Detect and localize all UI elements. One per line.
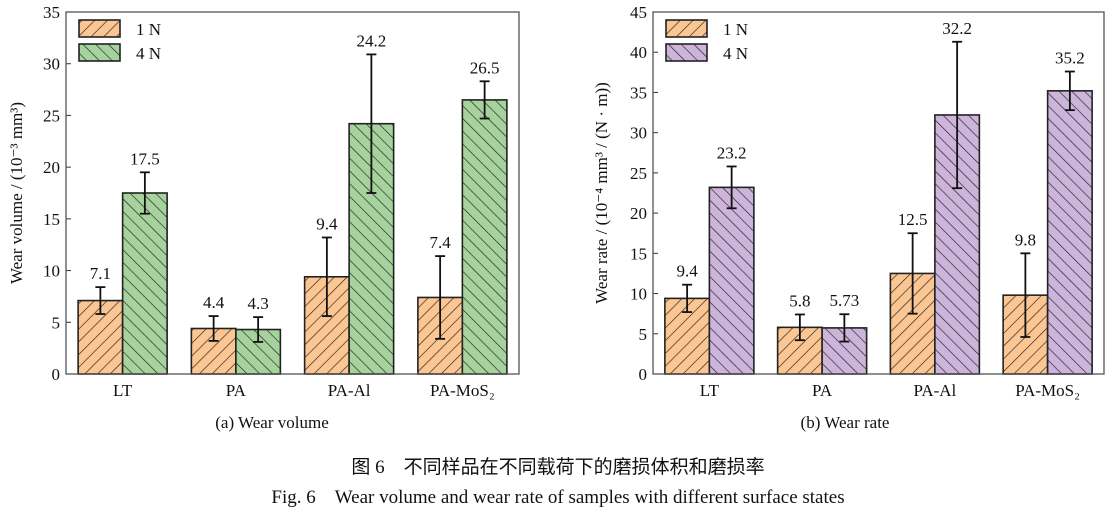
- legend-item: 1 N: [78, 19, 161, 39]
- bar-4N: [461, 99, 508, 375]
- y-tick-label: 20: [43, 158, 60, 177]
- error-bar: [1064, 70, 1075, 112]
- error-bar: [208, 315, 219, 342]
- x-tick-label: PA-Al: [328, 381, 371, 400]
- error-bar: [839, 313, 850, 343]
- error-bar: [95, 286, 106, 315]
- data-label: 24.2: [357, 31, 387, 50]
- error-bar: [139, 171, 150, 215]
- x-tick-label: LT: [700, 381, 720, 400]
- data-label: 9.8: [1015, 230, 1036, 249]
- x-tick-label: PA: [226, 381, 247, 400]
- y-tick-label: 0: [639, 365, 648, 384]
- y-tick-label: 35: [630, 83, 647, 102]
- y-tick-label: 0: [52, 365, 61, 384]
- svg-text:1 N: 1 N: [136, 20, 161, 39]
- data-label: 23.2: [717, 143, 747, 162]
- y-tick-label: 35: [43, 3, 60, 22]
- data-label: 4.3: [248, 294, 269, 313]
- y-tick-label: 15: [43, 210, 60, 229]
- x-tick-label: PA: [812, 381, 833, 400]
- svg-text:1 N: 1 N: [723, 20, 748, 39]
- y-tick-label: 30: [43, 55, 60, 74]
- error-bar: [253, 316, 264, 343]
- error-bar: [682, 283, 693, 313]
- data-label: 7.1: [90, 264, 111, 283]
- y-tick-label: 10: [43, 262, 60, 281]
- chart-wear-volume: 0 5 10 15 20 25 30 35 7.1 17.5 LT 4.4 4.3 PA 9.4 24.2 PA…: [7, 3, 520, 432]
- y-tick-label: 30: [630, 124, 647, 143]
- subplot-title: (a) Wear volume: [215, 413, 329, 432]
- data-label: 5.73: [830, 291, 860, 310]
- y-tick-label: 5: [639, 325, 648, 344]
- legend-item: 4 N: [665, 43, 748, 63]
- y-tick-label: 25: [630, 164, 647, 183]
- svg-text:4 N: 4 N: [723, 44, 748, 63]
- plot-frame: [65, 11, 520, 375]
- error-bar: [435, 255, 446, 340]
- data-label: 32.2: [942, 19, 972, 38]
- subplot-title: (b) Wear rate: [801, 413, 890, 432]
- data-label: 35.2: [1055, 49, 1085, 68]
- plot-frame: [652, 11, 1105, 375]
- error-bar: [479, 80, 490, 120]
- bar-4N: [708, 186, 755, 375]
- caption-en: Fig. 6 Wear volume and wear rate of samp…: [271, 487, 845, 508]
- y-axis-label: Wear rate / (10⁻⁴ mm³ / (N · m)): [592, 82, 611, 304]
- data-label: 5.8: [789, 291, 810, 310]
- data-label: 7.4: [430, 233, 452, 252]
- figure: 0 5 10 15 20 25 30 35 7.1 17.5 LT 4.4 4.3 PA 9.4 24.2 PA…: [7, 3, 1105, 432]
- x-tick-label: LT: [113, 381, 133, 400]
- bar-4N: [121, 192, 168, 375]
- error-bar: [952, 40, 963, 190]
- error-bar: [366, 53, 377, 194]
- data-label: 9.4: [677, 262, 699, 281]
- data-label: 4.4: [203, 293, 225, 312]
- error-bar: [1020, 252, 1031, 338]
- y-tick-label: 45: [630, 3, 647, 22]
- y-tick-label: 20: [630, 204, 647, 223]
- chart-wear-rate: 0 5 10 15 20 25 30 35 40 45 9.4 23.2 LT 5.8 5.73 PA 12.5…: [592, 3, 1105, 432]
- error-bar: [726, 165, 737, 210]
- caption-zh: 图 6 不同样品在不同载荷下的磨损体积和磨损率: [351, 457, 765, 478]
- y-axis-label: Wear volume / (10⁻³ mm³): [7, 102, 26, 284]
- legend-item: 4 N: [78, 43, 161, 63]
- x-tick-label: PA-MoS₂: [1015, 381, 1080, 400]
- x-tick-label: PA-Al: [913, 381, 956, 400]
- y-tick-label: 5: [52, 313, 61, 332]
- error-bar: [907, 232, 918, 315]
- x-tick-label: PA-MoS₂: [430, 381, 495, 400]
- error-bar: [321, 236, 332, 317]
- y-tick-label: 10: [630, 285, 647, 304]
- y-tick-label: 25: [43, 106, 60, 125]
- bar-4N: [1046, 90, 1093, 375]
- data-label: 17.5: [130, 149, 160, 168]
- legend-item: 1 N: [665, 19, 748, 39]
- error-bar: [794, 313, 805, 342]
- y-tick-label: 40: [630, 43, 647, 62]
- data-label: 9.4: [316, 214, 338, 233]
- svg-text:4 N: 4 N: [136, 44, 161, 63]
- data-label: 12.5: [898, 210, 928, 229]
- y-tick-label: 15: [630, 244, 647, 263]
- bar-1N: [664, 297, 711, 375]
- data-label: 26.5: [470, 58, 500, 77]
